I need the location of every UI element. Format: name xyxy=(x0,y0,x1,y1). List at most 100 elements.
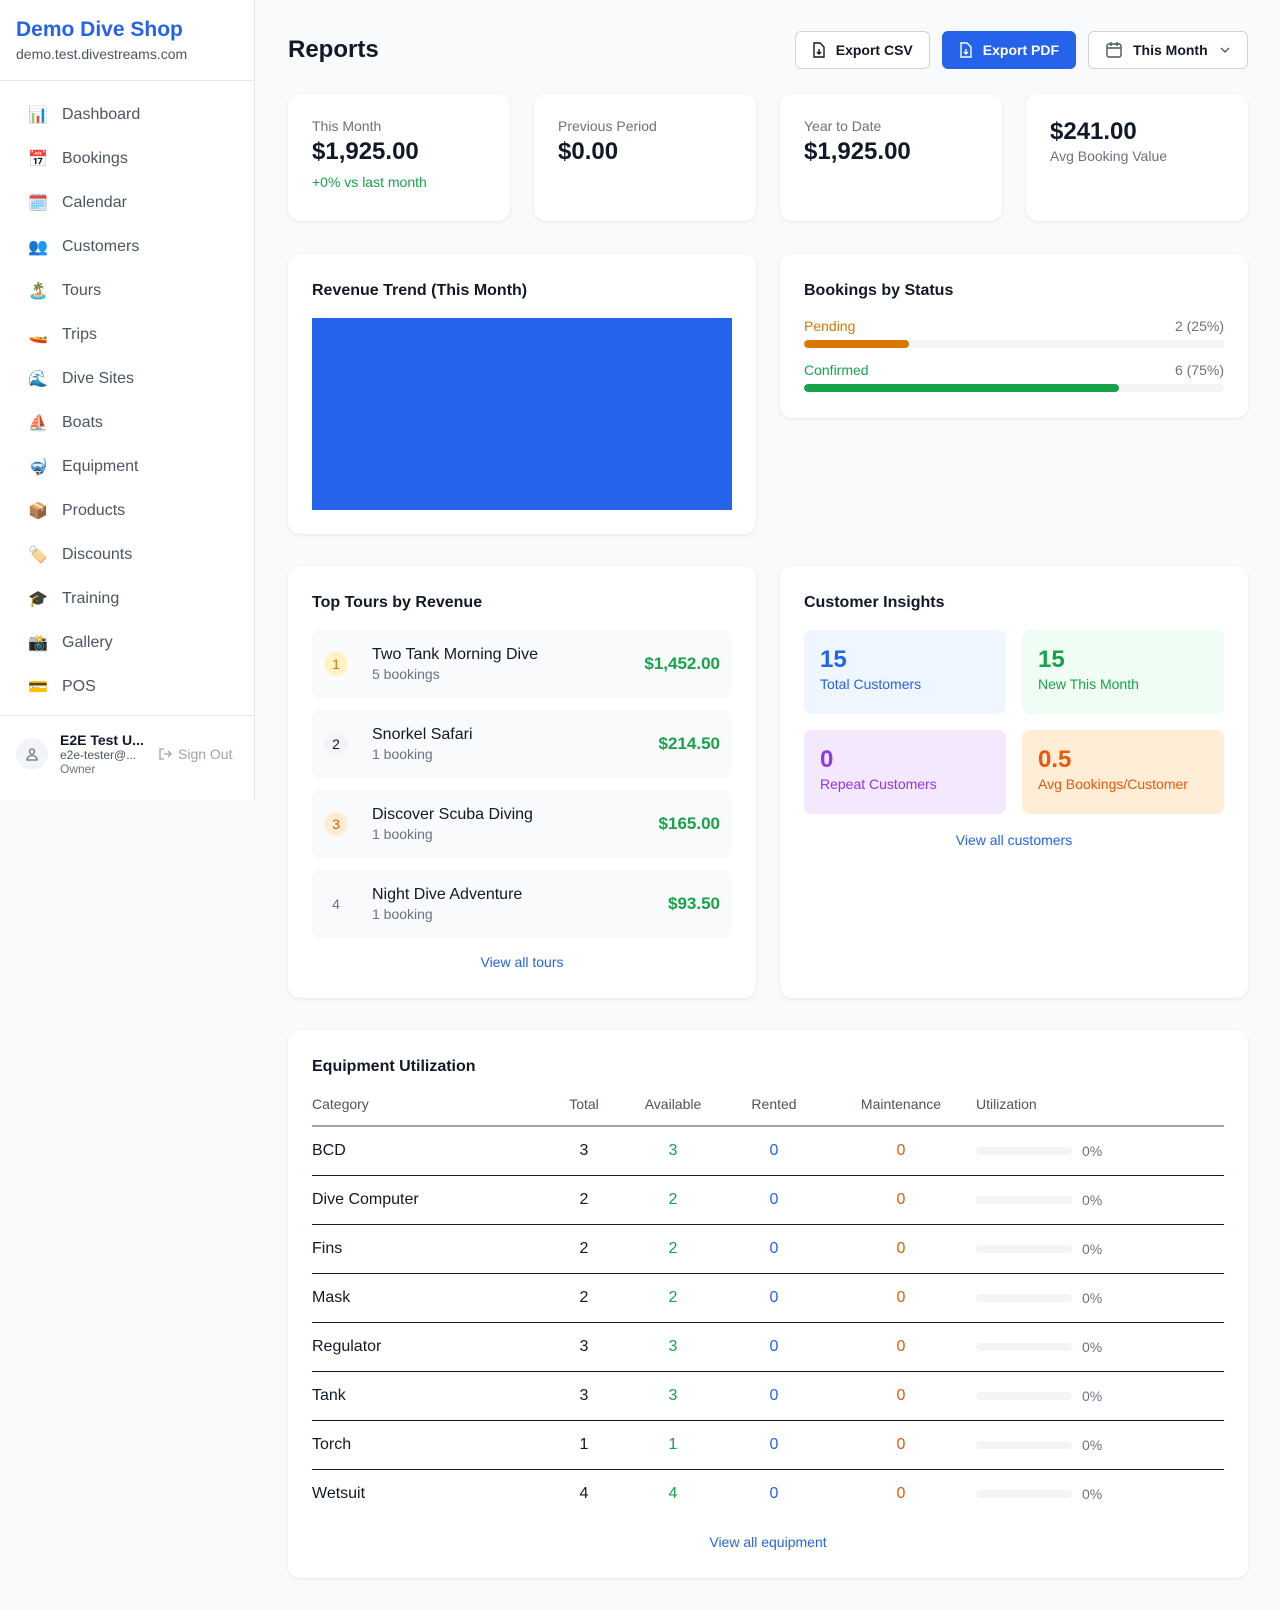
brand-name[interactable]: Demo Dive Shop xyxy=(16,18,183,41)
brand-domain: demo.test.divestreams.com xyxy=(16,46,188,62)
cell-category: Torch xyxy=(312,1420,544,1470)
tour-name: Night Dive Adventure xyxy=(372,886,523,903)
brand: Demo Dive Shop demo.test.divestreams.com xyxy=(0,0,254,81)
tour-item[interactable]: 1 Two Tank Morning Dive 5 bookings $1,452.0… xyxy=(312,630,732,698)
export-pdf-button[interactable]: Export PDF xyxy=(941,31,1076,69)
nav-icon: 🏝️ xyxy=(28,283,48,300)
utilization-bar xyxy=(976,1195,1072,1204)
cell-total: 3 xyxy=(544,1371,624,1421)
cell-category: Wetsuit xyxy=(312,1484,366,1502)
status-label: Pending xyxy=(804,318,856,334)
sidebar-item-label: Gallery xyxy=(62,634,113,651)
status-label: Confirmed xyxy=(804,362,869,378)
table-row: Wetsuit 4 4 0 0 0% xyxy=(312,1469,1224,1518)
utilization-value: 0% xyxy=(1082,1289,1103,1306)
cell-maintenance: 0 xyxy=(826,1224,976,1274)
sidebar-item-products[interactable]: 📦 Products xyxy=(16,489,238,533)
nav-icon: 📦 xyxy=(28,503,48,520)
sidebar-item-equipment[interactable]: 🤿 Equipment xyxy=(16,445,238,489)
utilization-value: 0% xyxy=(1082,1191,1103,1208)
cell-available: 3 xyxy=(624,1371,722,1421)
chevron-down-icon xyxy=(1220,47,1230,53)
cell-total: 2 xyxy=(544,1175,624,1225)
view-all-customers-link[interactable]: View all customers xyxy=(955,832,1073,848)
insight-tile: 15 Total Customers xyxy=(804,630,1006,714)
sidebar-item-dive-sites[interactable]: 🌊 Dive Sites xyxy=(16,357,238,401)
period-select[interactable]: This Month xyxy=(1088,31,1248,69)
utilization-value: 0% xyxy=(1082,1338,1103,1355)
utilization-value: 0% xyxy=(1082,1485,1103,1502)
cell-maintenance: 0 xyxy=(896,1484,906,1502)
insight-label: Avg Bookings/Customer xyxy=(1038,776,1188,792)
top-tours-card: Top Tours by Revenue 1 Two Tank Morning D… xyxy=(288,566,756,998)
sidebar-item-gallery[interactable]: 📸 Gallery xyxy=(16,621,238,665)
column-header: Rented xyxy=(722,1082,826,1127)
cell-available: 2 xyxy=(624,1273,722,1323)
calendar-icon xyxy=(1106,42,1122,58)
stat-change: +0% vs last month xyxy=(312,174,427,190)
file-download-icon xyxy=(960,42,972,58)
cell-total: 3 xyxy=(544,1322,624,1372)
utilization-value: 0% xyxy=(1082,1142,1103,1159)
utilization-bar xyxy=(976,1342,1072,1351)
card-title: Customer Insights xyxy=(804,594,945,611)
sidebar-item-trips[interactable]: 🚤 Trips xyxy=(16,313,238,357)
cell-rented: 0 xyxy=(722,1175,826,1225)
sidebar-item-training[interactable]: 🎓 Training xyxy=(16,577,238,621)
sidebar-item-label: Equipment xyxy=(62,458,139,475)
cell-total: 1 xyxy=(544,1420,624,1470)
page-header: Reports Export CSV Export PDF This Month xyxy=(288,0,1248,94)
status-progress-fill xyxy=(804,340,909,348)
stat-card-this-month: This Month $1,925.00 +0% vs last month xyxy=(288,94,510,221)
nav-icon: 📅 xyxy=(28,151,48,168)
cell-rented: 0 xyxy=(722,1273,826,1323)
insight-label: Repeat Customers xyxy=(820,776,937,792)
view-all-equipment-link[interactable]: View all equipment xyxy=(709,1534,827,1550)
sidebar-item-bookings[interactable]: 📅 Bookings xyxy=(16,137,238,181)
sidebar-item-discounts[interactable]: 🏷️ Discounts xyxy=(16,533,238,577)
nav-icon: ⛵ xyxy=(28,415,48,432)
status-progress-bar xyxy=(804,340,1224,348)
nav-icon: 💳 xyxy=(28,679,48,696)
cell-available: 4 xyxy=(668,1484,678,1502)
table-row: Tank 3 3 0 0 0% xyxy=(312,1371,1224,1421)
tour-item[interactable]: 2 Snorkel Safari 1 booking $214.50 xyxy=(312,710,732,778)
sign-out-button[interactable]: Sign Out xyxy=(158,746,232,762)
cell-rented: 0 xyxy=(722,1126,826,1176)
tour-revenue: $165.00 xyxy=(658,814,720,833)
main-content: Reports Export CSV Export PDF This Month… xyxy=(288,0,1248,1578)
sidebar-item-label: Calendar xyxy=(62,194,127,211)
tour-item[interactable]: 3 Discover Scuba Diving 1 booking $165.00 xyxy=(312,790,732,858)
column-header: Available xyxy=(624,1082,722,1127)
tour-rank-badge: 2 xyxy=(324,732,348,756)
sidebar-item-customers[interactable]: 👥 Customers xyxy=(16,225,238,269)
sidebar-item-boats[interactable]: ⛵ Boats xyxy=(16,401,238,445)
utilization-value: 0% xyxy=(1082,1240,1103,1257)
export-csv-button[interactable]: Export CSV xyxy=(794,31,930,69)
cell-maintenance: 0 xyxy=(826,1273,976,1323)
insight-tile: 0.5 Avg Bookings/Customer xyxy=(1022,730,1224,814)
table-row: BCD 3 3 0 0 0% xyxy=(312,1126,1224,1176)
utilization-value: 0% xyxy=(1082,1387,1103,1404)
insight-label: Total Customers xyxy=(820,676,922,692)
cell-total: 2 xyxy=(544,1224,624,1274)
user-role: Owner xyxy=(60,762,96,776)
sidebar-item-tours[interactable]: 🏝️ Tours xyxy=(16,269,238,313)
view-all-tours-link[interactable]: View all tours xyxy=(480,954,564,970)
stat-label: Year to Date xyxy=(804,118,882,134)
cell-total: 3 xyxy=(544,1126,624,1176)
stat-value: $1,925.00 xyxy=(312,138,419,165)
revenue-chart-bar xyxy=(312,318,732,510)
stat-value: $241.00 xyxy=(1050,118,1137,145)
sidebar-item-dashboard[interactable]: 📊 Dashboard xyxy=(16,93,238,137)
sidebar-item-calendar[interactable]: 🗓️ Calendar xyxy=(16,181,238,225)
column-header: Utilization xyxy=(976,1082,1224,1127)
sidebar-item-pos[interactable]: 💳 POS xyxy=(16,665,238,709)
cell-category: Mask xyxy=(312,1273,544,1323)
user-email: e2e-tester@... xyxy=(60,748,137,762)
tour-item[interactable]: 4 Night Dive Adventure 1 booking $93.50 xyxy=(312,870,732,938)
insight-value: 15 xyxy=(1038,646,1065,673)
sidebar-nav: 📊 Dashboard 📅 Bookings 🗓️ Calendar 👥 Customers 🏝… xyxy=(0,81,254,721)
insight-label: New This Month xyxy=(1038,676,1139,692)
utilization-bar xyxy=(976,1146,1072,1155)
